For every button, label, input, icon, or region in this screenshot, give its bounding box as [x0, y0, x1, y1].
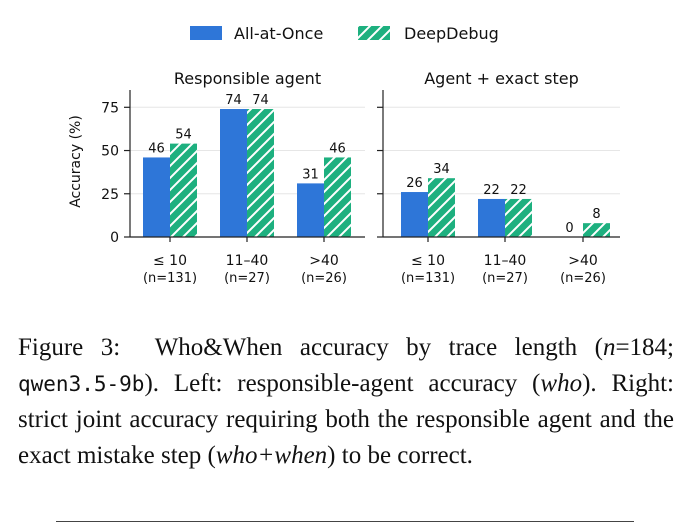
legend-swatch-deepdebug	[358, 26, 390, 40]
bar-all-at-once-2	[220, 109, 247, 237]
x-tick-label: 11–40	[226, 253, 269, 269]
caption-model: qwen3.5-9b	[18, 372, 145, 396]
bar-all-at-once-3	[297, 183, 324, 237]
y-tick-label: 25	[101, 187, 119, 203]
bar-all-at-once-2	[478, 198, 505, 237]
data-label-deepdebug-3: 8	[592, 207, 600, 222]
data-label-deepdebug-2: 74	[252, 93, 269, 108]
x-tick-label: 11–40	[484, 253, 527, 269]
x-tick-label: ≤ 10	[153, 253, 187, 269]
x-tick-count-label: (n=26)	[560, 271, 606, 286]
caption-whowhen: who+when	[215, 442, 328, 469]
y-tick-label: 50	[101, 144, 119, 160]
caption-part2: =184;	[615, 334, 674, 361]
bar-deepdebug-2	[247, 109, 274, 237]
x-tick-count-label: (n=27)	[224, 271, 270, 286]
x-tick-label: ≤ 10	[411, 253, 445, 269]
data-label-all-at-once-3: 31	[302, 167, 319, 182]
x-tick-count-label: (n=26)	[301, 271, 347, 286]
data-label-all-at-once-1: 26	[406, 176, 423, 191]
legend-label-deepdebug: DeepDebug	[404, 24, 499, 43]
y-tick-label: 0	[110, 230, 119, 246]
caption-label: Figure 3:	[18, 334, 121, 361]
bar-deepdebug-2	[505, 198, 532, 237]
bar-deepdebug-1	[170, 143, 197, 237]
footnote-rule	[56, 521, 634, 522]
bar-all-at-once-1	[401, 192, 428, 237]
data-label-all-at-once-3: 0	[565, 221, 573, 236]
bar-deepdebug-3	[583, 223, 610, 237]
caption-part4: ). Right: strict joint accuracy requirin…	[18, 370, 674, 469]
y-axis-label: Accuracy (%)	[68, 115, 84, 208]
data-label-deepdebug-1: 54	[175, 128, 192, 143]
x-tick-label: >40	[309, 253, 339, 269]
figure-caption: Figure 3: Who&When accuracy by trace len…	[18, 330, 674, 474]
x-tick-count-label: (n=131)	[401, 271, 455, 286]
panel-title: Agent + exact step	[424, 69, 579, 88]
legend: All-at-Once DeepDebug	[190, 24, 499, 43]
data-label-all-at-once-1: 46	[148, 141, 165, 156]
x-tick-count-label: (n=27)	[482, 271, 528, 286]
chart-panel-agent-exact-step: Agent + exact step 26 22 0 34 22 8 ≤ 10 (n=131) 1…	[377, 69, 620, 286]
caption-part5: ) to be correct.	[327, 442, 473, 469]
bar-deepdebug-3	[324, 157, 351, 237]
caption-part1: Who&When accuracy by trace length (	[154, 334, 603, 361]
bar-all-at-once-1	[143, 157, 170, 237]
x-tick-label: >40	[568, 253, 598, 269]
data-label-deepdebug-3: 46	[329, 141, 346, 156]
figure: All-at-Once DeepDebug Responsible agent 0…	[68, 24, 620, 286]
legend-label-all-at-once: All-at-Once	[234, 24, 323, 43]
data-label-deepdebug-1: 34	[433, 162, 450, 177]
legend-swatch-all-at-once	[190, 26, 222, 40]
caption-who: who	[540, 370, 583, 397]
caption-n-var: n	[602, 334, 616, 361]
bar-deepdebug-1	[428, 178, 455, 237]
data-label-all-at-once-2: 22	[483, 183, 500, 198]
caption-part3: ). Left: responsible-agent accuracy (	[144, 370, 541, 397]
data-label-deepdebug-2: 22	[510, 183, 527, 198]
x-tick-count-label: (n=131)	[143, 271, 197, 286]
chart-panel-responsible-agent: Responsible agent 0 25 50 75 Accuracy (%) 46 74…	[68, 69, 365, 286]
data-label-all-at-once-2: 74	[225, 93, 242, 108]
panel-title: Responsible agent	[174, 69, 321, 88]
y-tick-label: 75	[101, 100, 119, 116]
